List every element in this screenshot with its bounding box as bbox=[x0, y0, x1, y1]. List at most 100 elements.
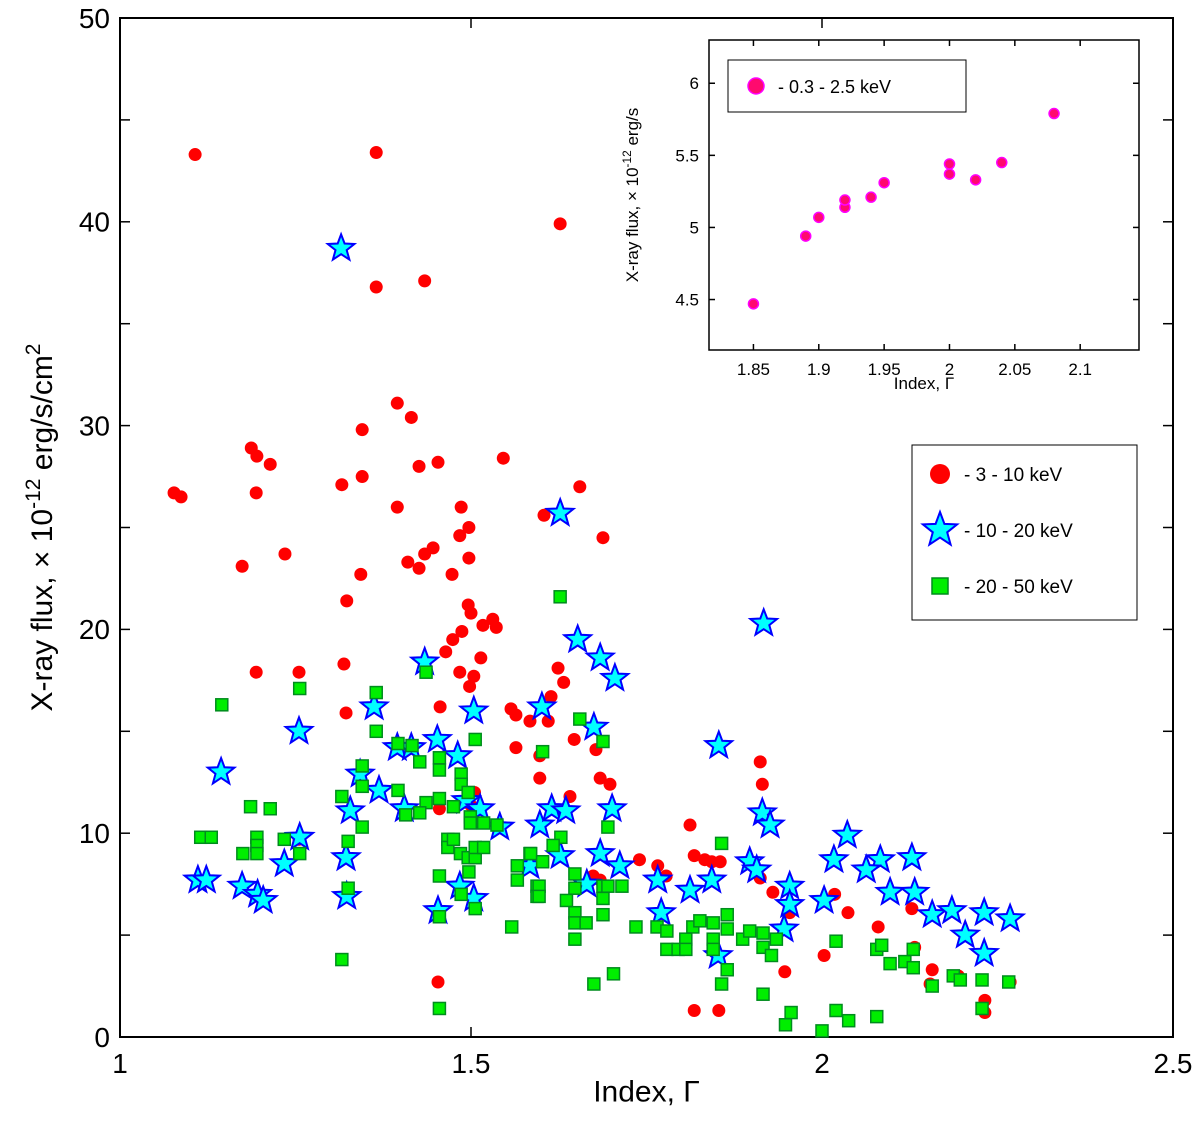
circle-point bbox=[454, 500, 468, 514]
y-axis-label: X-ray flux, × 10-12 erg/s/cm2 bbox=[22, 344, 59, 712]
square-point bbox=[568, 881, 582, 895]
star-point bbox=[525, 689, 558, 721]
star-point bbox=[247, 883, 280, 915]
square-point bbox=[510, 859, 525, 873]
star-point bbox=[549, 793, 582, 825]
square-point bbox=[975, 1001, 989, 1016]
circle-point bbox=[573, 480, 587, 494]
x-tick-label: 1.9 bbox=[807, 360, 831, 379]
square-point bbox=[355, 759, 369, 773]
circle-point bbox=[464, 606, 478, 620]
circle-point bbox=[249, 486, 263, 500]
square-point bbox=[446, 832, 461, 847]
square-point bbox=[720, 907, 734, 922]
star-point bbox=[747, 606, 780, 637]
star-point bbox=[968, 936, 1001, 968]
circle-point bbox=[431, 975, 445, 989]
star-point bbox=[773, 887, 806, 919]
circle-point bbox=[553, 217, 567, 231]
star-point bbox=[535, 791, 568, 823]
star-point bbox=[768, 912, 801, 943]
square-point bbox=[292, 681, 307, 696]
circle-point bbox=[687, 849, 701, 863]
circle-point bbox=[603, 777, 617, 791]
star-point bbox=[598, 661, 631, 692]
y-axis-label-part: X-ray flux, × 10 bbox=[623, 167, 642, 282]
series-star bbox=[181, 231, 1027, 970]
circle-point bbox=[462, 551, 476, 565]
circle-point bbox=[418, 274, 432, 288]
circle-point bbox=[489, 620, 503, 634]
square-point bbox=[568, 932, 582, 946]
inset-legend: - 0.3 - 2.5 keV bbox=[727, 59, 967, 113]
square-point bbox=[714, 977, 729, 991]
legend-label: - 3 - 10 keV bbox=[964, 465, 1063, 486]
star-point bbox=[544, 496, 577, 527]
square-point bbox=[335, 952, 349, 967]
y-tick-label: 20 bbox=[79, 614, 110, 645]
legend-circle-icon bbox=[930, 464, 950, 484]
star-point bbox=[641, 863, 674, 894]
star-point bbox=[523, 808, 556, 839]
star-point bbox=[645, 895, 678, 927]
y-tick-label: 50 bbox=[79, 3, 110, 34]
series-circle bbox=[747, 107, 1060, 310]
square-point bbox=[829, 1003, 843, 1018]
circle-point bbox=[687, 1004, 701, 1018]
square-point bbox=[596, 734, 610, 749]
circle-point bbox=[537, 508, 551, 522]
circle-point bbox=[755, 777, 769, 791]
circle-point bbox=[445, 567, 459, 581]
circle-point bbox=[292, 665, 306, 679]
square-point bbox=[419, 665, 433, 679]
square-point bbox=[532, 889, 546, 904]
square-point bbox=[756, 926, 770, 940]
square-point bbox=[369, 685, 383, 700]
star-point bbox=[334, 793, 367, 825]
square-point bbox=[756, 987, 770, 1001]
square-point bbox=[236, 846, 250, 861]
circle-point bbox=[544, 690, 558, 704]
circle-point bbox=[817, 948, 831, 962]
star-point bbox=[362, 773, 396, 804]
circle-point bbox=[1048, 107, 1060, 120]
square-point bbox=[596, 907, 610, 922]
star-point bbox=[935, 893, 968, 925]
star-point bbox=[898, 875, 931, 906]
circle-point bbox=[632, 853, 646, 867]
circle-point bbox=[462, 521, 476, 534]
y-axis-label-part: erg/s bbox=[623, 108, 642, 151]
star-point bbox=[329, 840, 363, 872]
circle-point bbox=[474, 651, 488, 665]
legend-star-icon bbox=[920, 509, 960, 547]
square-point bbox=[535, 854, 550, 869]
square-point bbox=[504, 920, 519, 934]
y-axis-label: X-ray flux, × 10-12 erg/s bbox=[620, 108, 642, 283]
star-point bbox=[968, 895, 1001, 927]
y-tick-label: 40 bbox=[79, 207, 110, 238]
circle-point bbox=[412, 561, 426, 575]
square-point bbox=[335, 789, 349, 804]
circle-point bbox=[969, 174, 982, 186]
square-point bbox=[906, 960, 921, 975]
circle-point bbox=[683, 818, 697, 832]
circle-point bbox=[335, 478, 349, 492]
legend-circle-icon bbox=[747, 77, 765, 95]
circle-point bbox=[496, 451, 510, 465]
circle-point bbox=[839, 194, 851, 206]
star-point bbox=[603, 848, 636, 880]
square-point bbox=[341, 881, 355, 895]
square-point bbox=[679, 942, 693, 957]
circle-point bbox=[463, 679, 477, 693]
y-tick-label: 5 bbox=[690, 218, 699, 237]
square-point bbox=[432, 910, 447, 924]
square-point bbox=[841, 1013, 856, 1028]
square-point bbox=[546, 838, 560, 853]
star-point bbox=[226, 869, 259, 900]
circle-point bbox=[813, 211, 825, 224]
star-point bbox=[325, 231, 358, 262]
star-point bbox=[817, 842, 850, 874]
star-point bbox=[190, 863, 223, 894]
circle-point bbox=[263, 457, 277, 471]
series-square bbox=[193, 590, 1016, 1038]
